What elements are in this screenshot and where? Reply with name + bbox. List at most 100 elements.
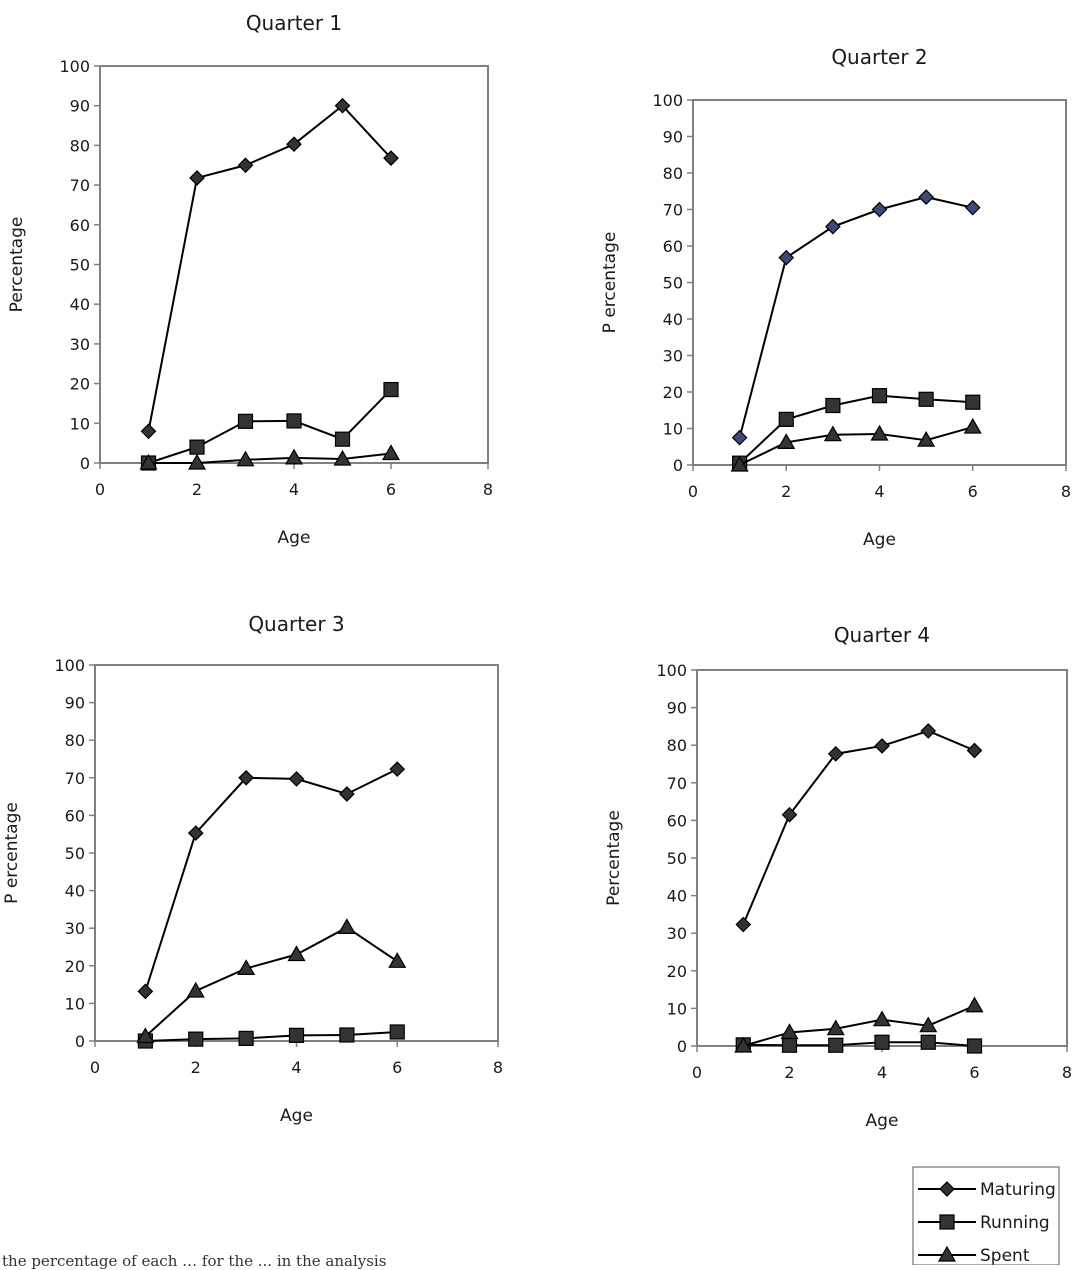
square-point <box>237 413 254 429</box>
y-tick-label: 50 <box>663 274 683 293</box>
triangle-point <box>287 945 306 962</box>
series-line-running <box>738 394 973 464</box>
x-axis-label: Age <box>278 528 311 548</box>
diamond-point <box>966 742 983 759</box>
series-line-spent <box>739 426 974 466</box>
x-tick-label: 8 <box>1062 1063 1072 1082</box>
square-point <box>389 1024 405 1040</box>
series-line-running <box>148 388 392 464</box>
series-line-maturing <box>742 729 975 925</box>
series-running <box>732 388 981 471</box>
legend-item-spent: Spent <box>918 1245 1030 1265</box>
series-line-maturing <box>144 768 398 992</box>
triangle-point <box>236 450 255 467</box>
y-tick-label: 0 <box>677 1037 687 1056</box>
chart-title: Quarter 2 <box>831 45 927 69</box>
square-point <box>238 1030 254 1046</box>
triangle-point <box>917 430 936 447</box>
x-tick-label: 0 <box>95 480 105 499</box>
diamond-point <box>187 825 204 841</box>
y-tick-label: 90 <box>70 97 90 116</box>
x-tick-label: 2 <box>192 480 202 499</box>
y-tick-label: 80 <box>70 136 90 155</box>
chart-title: Quarter 3 <box>248 612 344 636</box>
triangle-point <box>963 417 982 434</box>
x-axis-label: Age <box>863 530 896 550</box>
series-line-spent <box>148 452 392 464</box>
triangle-point <box>337 918 356 935</box>
square-point <box>871 388 888 404</box>
series-spent <box>136 918 407 1044</box>
square-point <box>288 1027 305 1043</box>
square-point <box>778 411 794 427</box>
triangle-point <box>919 1016 938 1033</box>
y-tick-label: 10 <box>65 994 85 1013</box>
legend: Maturing Running Spent <box>912 1166 1060 1265</box>
y-tick-label: 30 <box>70 335 90 354</box>
y-axis-label: P ercentage <box>600 232 620 334</box>
x-tick-label: 4 <box>874 482 884 501</box>
y-axis-label: Percentage <box>604 810 624 906</box>
x-tick-label: 6 <box>969 1063 979 1082</box>
x-tick-label: 6 <box>386 480 396 499</box>
diamond-point <box>237 157 254 174</box>
legend-label: Spent <box>980 1246 1030 1265</box>
triangle-point <box>284 448 304 465</box>
x-tick-label: 0 <box>688 482 698 501</box>
triangle-point <box>333 449 352 466</box>
triangle-point <box>187 453 207 470</box>
y-tick-label: 60 <box>667 811 687 830</box>
x-tick-label: 2 <box>781 482 791 501</box>
triangle-point <box>139 453 158 470</box>
square-point <box>828 1037 844 1053</box>
series-line-maturing <box>147 104 392 432</box>
square-point <box>339 1027 355 1043</box>
y-tick-label: 10 <box>667 999 687 1018</box>
x-tick-label: 6 <box>968 482 978 501</box>
diamond-point <box>920 723 937 739</box>
square-point <box>383 381 399 398</box>
chart-title: Quarter 4 <box>834 623 930 647</box>
legend-square-icon <box>939 1214 955 1230</box>
triangle-point <box>826 1019 845 1036</box>
legend-diamond-icon <box>939 1181 955 1197</box>
y-tick-label: 30 <box>667 924 687 943</box>
y-tick-label: 20 <box>70 375 90 394</box>
y-axis-label: Percentage <box>7 217 27 313</box>
y-tick-label: 0 <box>673 456 683 475</box>
y-tick-label: 80 <box>663 164 683 183</box>
y-tick-label: 90 <box>65 694 85 713</box>
plot-frame <box>692 99 1067 466</box>
square-point <box>825 397 841 414</box>
chart-quarter-3: Quarter 3 0 10 20 30 40 50 60 70 80 90 100 0 2 4 6 8 Age P… <box>2 612 503 1126</box>
plot-frame <box>99 65 489 464</box>
y-tick-label: 50 <box>70 256 90 275</box>
square-point <box>874 1034 890 1050</box>
series-maturing <box>140 97 399 440</box>
x-tick-label: 0 <box>692 1063 702 1082</box>
figure-caption: the percentage of each … for the ... in … <box>2 1252 387 1270</box>
triangle-point <box>965 996 984 1013</box>
x-tick-label: 2 <box>784 1063 794 1082</box>
diamond-point <box>781 806 798 823</box>
diamond-point <box>918 189 934 205</box>
triangle-point <box>870 424 889 441</box>
triangle-point <box>237 959 256 976</box>
y-tick-label: 60 <box>70 216 90 235</box>
square-point <box>189 439 205 455</box>
series-spent <box>139 444 401 470</box>
diamond-point <box>735 916 752 933</box>
diamond-point <box>238 769 254 786</box>
y-tick-label: 40 <box>663 310 683 329</box>
y-tick-label: 100 <box>656 661 687 680</box>
y-tick-label: 40 <box>65 882 85 901</box>
x-tick-label: 4 <box>289 480 299 499</box>
chart-quarter-4: Quarter 4 0 10 20 30 40 50 60 70 80 90 100 0 2 4 6 8 Age P… <box>604 623 1072 1131</box>
x-tick-label: 8 <box>1061 482 1071 501</box>
triangle-point <box>388 952 407 968</box>
diamond-point <box>189 170 205 186</box>
diamond-point <box>140 423 157 440</box>
y-tick-label: 50 <box>667 849 687 868</box>
y-tick-label: 70 <box>70 176 90 195</box>
x-tick-label: 4 <box>877 1063 887 1082</box>
